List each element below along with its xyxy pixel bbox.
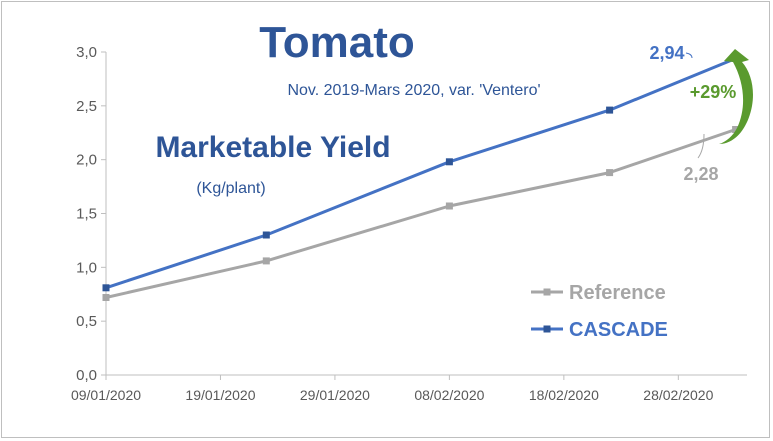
data-point-cascade [606,106,614,114]
cascade-last-label: 2,94 [649,43,684,63]
inner-title: Marketable Yield [155,131,390,164]
x-tick-label: 09/01/2020 [71,387,141,403]
y-tick-label: 2,5 [76,98,97,115]
y-tick-label: 3,0 [76,44,97,61]
y-tick-label: 0,5 [76,313,97,330]
legend-reference-marker [543,288,551,296]
x-tick-label: 19/01/2020 [185,387,255,403]
y-tick-label: 0,0 [76,367,97,384]
legend: Reference CASCADE [531,282,668,341]
data-point-reference [445,202,453,210]
yield-line-chart: 0,0 0,5 1,0 1,5 2,0 2,5 3,0 09/01/2020 19/01/20… [71,18,753,403]
x-axis: 09/01/2020 19/01/2020 29/01/2020 08/02/2020… [71,374,747,403]
y-tick-label: 1,0 [76,259,97,276]
x-tick-label: 18/02/2020 [529,387,599,403]
legend-cascade-label: CASCADE [569,319,668,341]
y-tick-label: 1,5 [76,206,97,223]
y-axis: 0,0 0,5 1,0 1,5 2,0 2,5 3,0 [76,44,107,384]
x-tick-label: 29/01/2020 [300,387,370,403]
x-tick-label: 28/02/2020 [643,387,713,403]
unit-label: (Kg/plant) [196,180,265,197]
reference-label-leader [697,133,705,159]
data-point-reference [262,257,270,265]
data-point-reference [732,126,740,133]
increase-arrow-icon [719,49,753,144]
chart-subtitle: Nov. 2019-Mars 2020, var. 'Ventero' [287,82,540,99]
data-point-reference [606,169,614,177]
data-point-cascade [102,284,110,292]
cascade-label-leader [685,52,693,59]
increase-label: +29% [690,82,737,102]
legend-reference-label: Reference [569,282,666,304]
legend-cascade-marker [543,325,551,333]
data-point-reference [102,294,110,301]
x-tick-label: 08/02/2020 [414,387,484,403]
data-point-cascade [445,158,453,166]
chart-title: Tomato [259,18,415,67]
y-tick-label: 2,0 [76,152,97,169]
data-point-cascade [262,231,270,239]
reference-last-label: 2,28 [683,164,718,184]
